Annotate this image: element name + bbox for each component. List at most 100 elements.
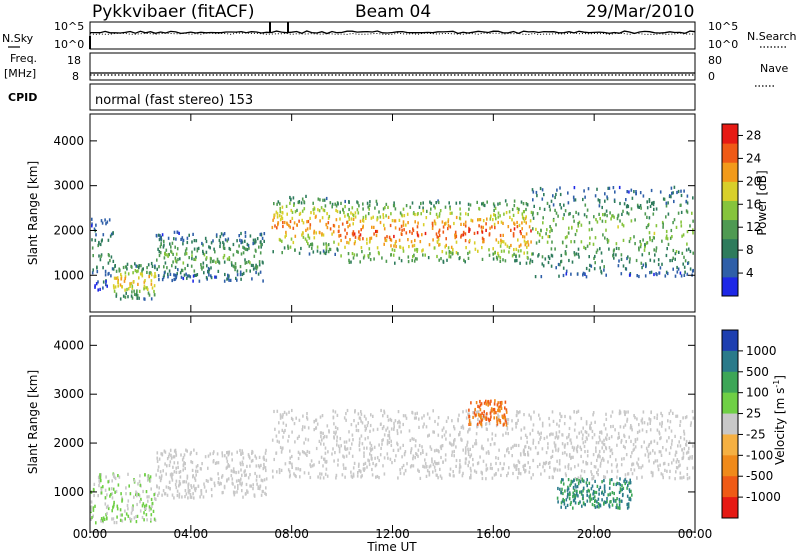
echo-cell xyxy=(605,500,607,505)
echo-cell xyxy=(580,454,582,458)
echo-cell xyxy=(431,460,433,464)
echo-cell xyxy=(352,256,355,260)
echo-cell xyxy=(153,493,155,497)
echo-cell xyxy=(238,244,240,248)
echo-cell xyxy=(602,442,605,446)
echo-cell xyxy=(560,501,563,505)
echo-cell xyxy=(289,245,292,249)
echo-cell xyxy=(567,466,570,471)
echo-cell xyxy=(559,487,561,491)
echo-cell xyxy=(421,449,424,453)
echo-cell xyxy=(376,427,379,431)
echo-cell xyxy=(242,251,245,255)
echo-cell xyxy=(158,486,160,490)
echo-cell xyxy=(580,240,583,244)
echo-cell xyxy=(457,252,459,256)
echo-cell xyxy=(464,446,467,450)
echo-cell xyxy=(585,215,588,219)
echo-cell xyxy=(481,230,484,234)
echo-cell xyxy=(293,472,295,476)
echo-cell xyxy=(275,434,278,438)
echo-cell xyxy=(603,458,605,462)
echo-cell xyxy=(647,455,650,459)
echo-cell xyxy=(323,198,326,202)
echo-cell xyxy=(160,452,162,456)
echo-cell xyxy=(407,238,409,242)
echo-cell xyxy=(437,433,440,437)
echo-cell xyxy=(367,254,369,258)
echo-cell xyxy=(155,497,157,501)
echo-cell xyxy=(173,273,175,277)
echo-cell xyxy=(226,277,228,281)
echo-cell xyxy=(416,411,418,415)
echo-cell xyxy=(656,441,659,445)
echo-cell xyxy=(621,499,623,503)
echo-cell xyxy=(628,190,630,194)
echo-cell xyxy=(649,271,651,275)
echo-cell xyxy=(412,212,415,216)
echo-cell xyxy=(289,219,292,224)
echo-cell xyxy=(426,412,429,416)
echo-cell xyxy=(136,514,139,518)
echo-cell xyxy=(231,452,233,456)
echo-cell xyxy=(337,248,339,252)
echo-cell xyxy=(226,239,229,243)
echo-cell xyxy=(615,253,617,257)
echo-cell xyxy=(588,268,591,272)
echo-cell xyxy=(582,486,585,490)
echo-cell xyxy=(547,442,549,446)
echo-cell xyxy=(458,216,461,220)
echo-cell xyxy=(164,462,166,466)
echo-cell xyxy=(473,241,476,245)
echo-cell xyxy=(564,505,567,510)
echo-cell xyxy=(564,414,566,419)
echo-cell xyxy=(521,221,523,225)
echo-cell xyxy=(626,419,628,423)
colorbar-tick-label: 8 xyxy=(746,243,754,257)
echo-cell xyxy=(476,231,479,235)
echo-cell xyxy=(117,278,119,282)
echo-cell xyxy=(603,443,606,447)
echo-cell xyxy=(636,203,639,207)
echo-cell xyxy=(133,289,135,293)
echo-cell xyxy=(573,253,576,257)
echo-cell xyxy=(211,259,214,263)
echo-cell xyxy=(666,439,668,443)
echo-cell xyxy=(385,259,388,263)
echo-cell xyxy=(257,272,260,276)
echo-cell xyxy=(359,233,362,237)
echo-cell xyxy=(527,453,530,457)
echo-cell xyxy=(156,456,158,460)
echo-cell xyxy=(278,421,280,425)
echo-cell xyxy=(168,452,171,456)
echo-cell xyxy=(338,234,340,238)
echo-cell xyxy=(343,440,346,444)
echo-cell xyxy=(372,414,374,418)
echo-cell xyxy=(597,441,600,445)
echo-cell xyxy=(500,241,502,245)
echo-cell xyxy=(335,204,338,208)
echo-cell xyxy=(294,248,296,252)
echo-cell xyxy=(104,496,107,500)
echo-cell xyxy=(499,244,502,248)
echo-cell xyxy=(397,421,399,425)
echo-cell xyxy=(114,476,117,481)
echo-cell xyxy=(670,228,673,233)
echo-cell xyxy=(497,215,500,219)
echo-cell xyxy=(596,505,598,509)
echo-cell xyxy=(163,265,165,269)
echo-cell xyxy=(157,468,159,472)
echo-cell xyxy=(494,206,497,210)
echo-cell xyxy=(306,453,308,457)
echo-cell xyxy=(650,270,653,274)
echo-cell xyxy=(541,235,544,240)
echo-cell xyxy=(391,248,394,252)
echo-cell xyxy=(233,470,236,474)
echo-cell xyxy=(620,440,622,444)
echo-cell xyxy=(490,415,492,419)
echo-cell xyxy=(679,476,681,480)
echo-cell xyxy=(550,432,552,436)
echo-cell xyxy=(416,257,418,261)
echo-cell xyxy=(185,247,188,251)
echo-cell xyxy=(692,251,694,255)
